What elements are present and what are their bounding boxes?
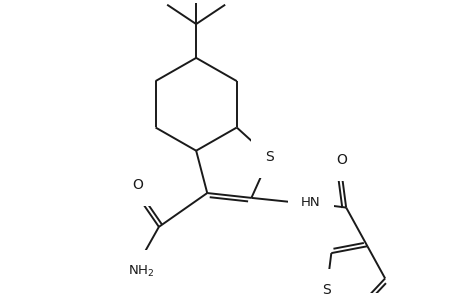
Text: S: S [265, 150, 274, 164]
Text: S: S [322, 283, 330, 297]
Text: HN: HN [300, 196, 319, 209]
Text: O: O [132, 178, 143, 192]
Text: O: O [335, 153, 346, 167]
Text: NH$_2$: NH$_2$ [128, 264, 154, 279]
